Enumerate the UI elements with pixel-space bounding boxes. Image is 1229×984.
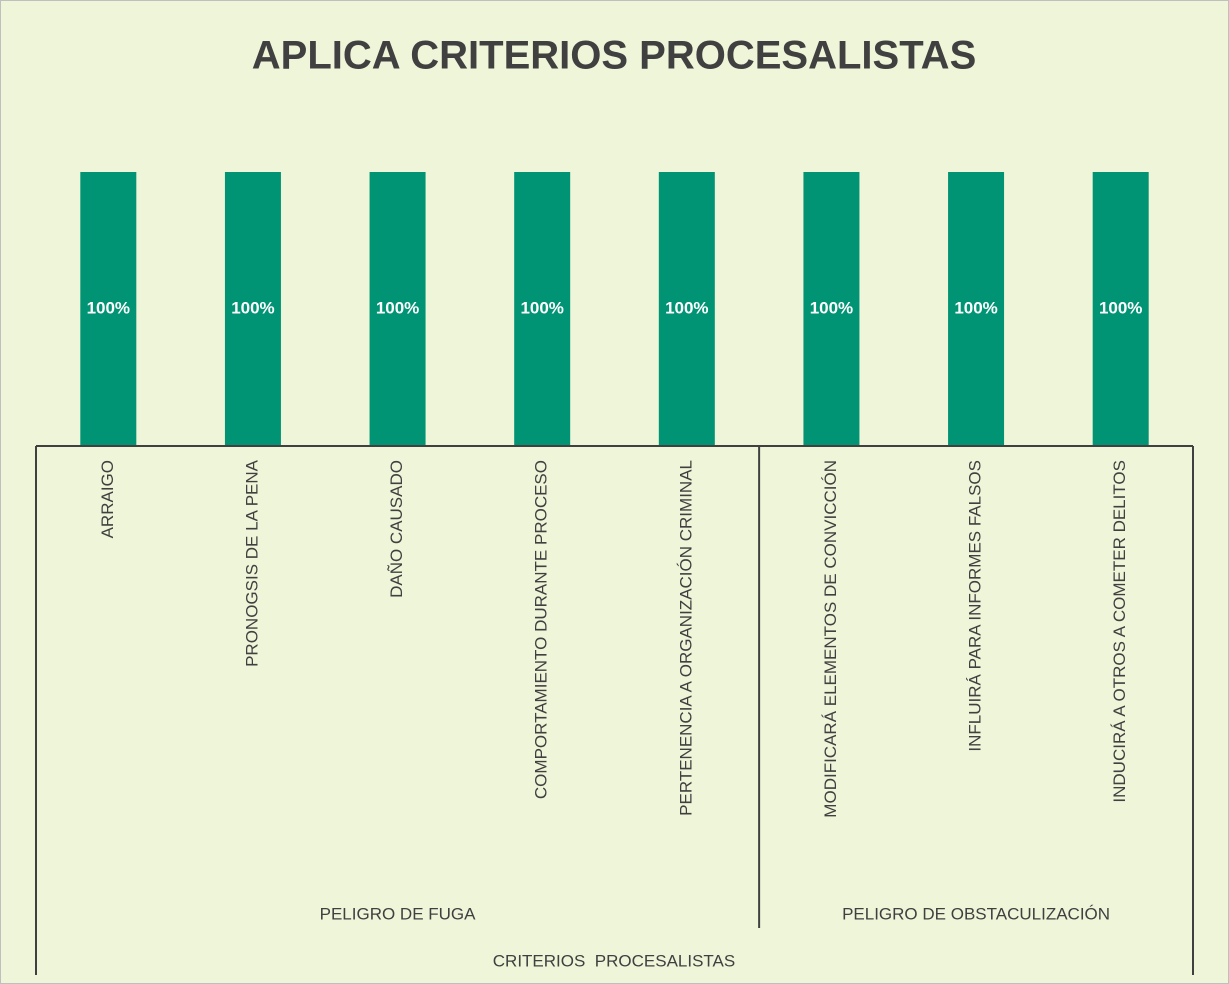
bar	[658, 172, 715, 446]
bar	[224, 172, 281, 446]
bar	[369, 172, 426, 446]
data-label: 100%	[231, 298, 274, 317]
x-tick-label: DAÑO CAUSADO	[387, 460, 406, 598]
group-label: PELIGRO DE FUGA	[320, 904, 477, 923]
data-label: 100%	[1099, 298, 1142, 317]
chart-title: APLICA CRITERIOS PROCESALISTAS	[252, 34, 977, 78]
x-tick-label: INDUCIRÁ A OTROS A COMETER DELITOS	[1110, 460, 1129, 803]
x-tick-label: PRONOGSIS DE LA PENA	[242, 459, 261, 667]
bar	[803, 172, 860, 446]
x-tick-label: PERTENENCIA A ORGANIZACIÓN CRIMINAL	[676, 460, 695, 816]
bar	[514, 172, 571, 446]
x-axis-label: CRITERIOS PROCESALISTAS	[493, 951, 735, 970]
bar	[948, 172, 1005, 446]
x-tick-label: MODIFICARÁ ELEMENTOS DE CONVICCIÓN	[821, 460, 840, 818]
x-tick-label: COMPORTAMIENTO DURANTE PROCESO	[532, 460, 551, 799]
bar	[80, 172, 137, 446]
data-label: 100%	[520, 298, 563, 317]
data-label: 100%	[376, 298, 419, 317]
data-label: 100%	[87, 298, 130, 317]
x-tick-label: ARRAIGO	[98, 460, 117, 538]
data-label: 100%	[954, 298, 997, 317]
data-label: 100%	[665, 298, 708, 317]
data-label: 100%	[810, 298, 853, 317]
bar	[1092, 172, 1149, 446]
x-tick-label: INFLUIRÁ PARA INFORMES FALSOS	[966, 460, 985, 752]
group-label: PELIGRO DE OBSTACULIZACIÓN	[842, 904, 1110, 923]
